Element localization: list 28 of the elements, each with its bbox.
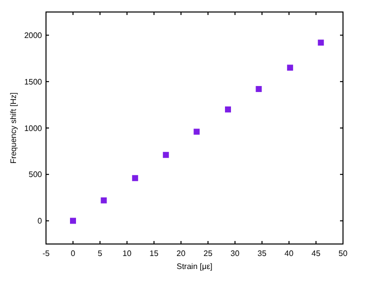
point xyxy=(100,197,107,204)
y-tick-label: 2000 xyxy=(24,31,43,40)
point xyxy=(256,86,262,92)
point xyxy=(132,175,138,182)
point xyxy=(287,64,294,71)
y-axis-title: Frequency shift [Hz] xyxy=(9,92,18,164)
point xyxy=(162,152,169,158)
x-tick-label: 0 xyxy=(70,249,76,258)
point xyxy=(224,106,231,112)
x-tick-label: 30 xyxy=(230,249,240,258)
x-tick-label: -5 xyxy=(42,249,50,258)
x-tick-label: 5 xyxy=(98,249,103,258)
x-tick-label: 10 xyxy=(122,249,132,258)
x-tick-label: 15 xyxy=(150,249,159,258)
point xyxy=(318,40,324,46)
x-axis-title: Strain [με] xyxy=(176,262,212,271)
x-tick-label: 45 xyxy=(312,249,321,258)
x-tick-label: 35 xyxy=(258,249,267,258)
y-tick-label: 1000 xyxy=(24,124,43,133)
y-tick-label: 500 xyxy=(28,170,43,180)
y-tick-label: 0 xyxy=(38,216,43,226)
point xyxy=(70,218,76,224)
x-tick-label: 50 xyxy=(338,249,348,258)
x-tick-label: 40 xyxy=(284,249,294,258)
x-tick-label: 20 xyxy=(176,249,186,258)
y-tick-label: 1500 xyxy=(24,77,43,86)
point xyxy=(194,128,200,135)
x-tick-label: 25 xyxy=(204,249,213,258)
